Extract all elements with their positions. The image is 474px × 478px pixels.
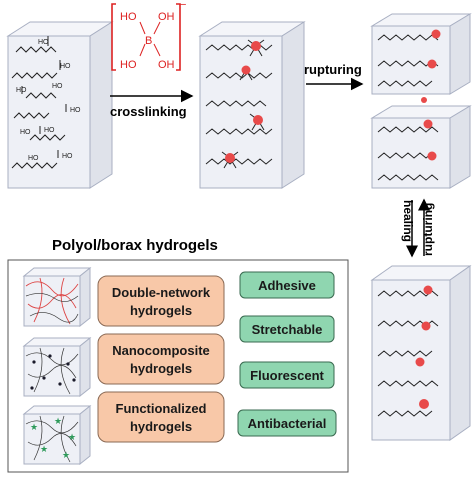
type-nanocomposite-line2: hydrogels — [130, 361, 192, 376]
mini-cube-nanocomposite — [22, 336, 92, 398]
type-functionalized: Functionalized hydrogels — [97, 391, 225, 443]
chain-hydroxyl: HO — [44, 127, 55, 134]
svg-text:★: ★ — [62, 451, 70, 461]
cube-ruptured-bottom — [370, 97, 472, 189]
property-adhesive: Adhesive — [239, 271, 335, 299]
type-nanocomposite-line1: Nanocomposite — [112, 343, 210, 358]
type-double-network: Double-network hydrogels — [97, 275, 225, 327]
chain-hydroxyl: HO — [62, 153, 73, 160]
label-rupturing-vertical: rupturing — [421, 203, 435, 256]
type-functionalized-line1: Functionalized — [116, 401, 207, 416]
borate-charge: − — [180, 0, 186, 11]
chain-hydroxyl: HO — [52, 83, 63, 90]
type-double-network-line2: hydrogels — [130, 303, 192, 318]
borate-boron: B — [145, 35, 152, 47]
arrow-crosslinking: crosslinking — [110, 89, 194, 119]
cube-crosslinked — [198, 21, 306, 189]
chain-hydroxyl: HO — [28, 155, 39, 162]
type-double-network-line1: Double-network — [112, 285, 211, 300]
svg-text:★: ★ — [54, 417, 62, 427]
property-fluorescent: Fluorescent — [239, 361, 335, 389]
borate-group-ho: HO — [120, 11, 137, 23]
cube-healed — [370, 265, 472, 441]
arrows-healing-rupturing: healing rupturing — [401, 198, 435, 258]
borate-group-oh: OH — [158, 59, 175, 71]
borate-group-oh: OH — [158, 11, 175, 23]
property-fluorescent-label: Fluorescent — [250, 368, 324, 383]
property-stretchable-label: Stretchable — [252, 322, 323, 337]
svg-text:★: ★ — [40, 445, 48, 455]
label-rupturing: rupturing — [304, 62, 362, 77]
cube-ruptured-top — [370, 13, 472, 95]
property-adhesive-label: Adhesive — [258, 278, 316, 293]
type-nanocomposite: Nanocomposite hydrogels — [97, 333, 225, 385]
chain-hydroxyl: HO — [16, 87, 27, 94]
property-antibacterial: Antibacterial — [237, 409, 337, 437]
cube-uncrosslinked: HO HO HO HO HO HO HO HO HO — [6, 21, 114, 189]
type-functionalized-line2: hydrogels — [130, 419, 192, 434]
property-antibacterial-label: Antibacterial — [248, 416, 327, 431]
label-crosslinking: crosslinking — [110, 104, 187, 119]
arrow-rupturing: rupturing — [304, 62, 364, 91]
borate-group-ho: HO — [120, 59, 137, 71]
mini-cube-double-network — [22, 266, 92, 328]
chain-hydroxyl: HO — [38, 39, 49, 46]
label-healing: healing — [401, 200, 415, 242]
property-stretchable: Stretchable — [239, 315, 335, 343]
chain-hydroxyl: HO — [20, 129, 31, 136]
chain-hydroxyl: HO — [70, 107, 81, 114]
panel-title: Polyol/borax hydrogels — [52, 237, 218, 254]
chain-hydroxyl: HO — [60, 63, 71, 70]
borate-ion: HO OH B HO OH − — [111, 0, 186, 71]
mini-cube-functionalized: ★ ★ ★ ★ ★ — [22, 404, 92, 466]
svg-text:★: ★ — [30, 423, 38, 433]
svg-text:★: ★ — [68, 433, 76, 443]
